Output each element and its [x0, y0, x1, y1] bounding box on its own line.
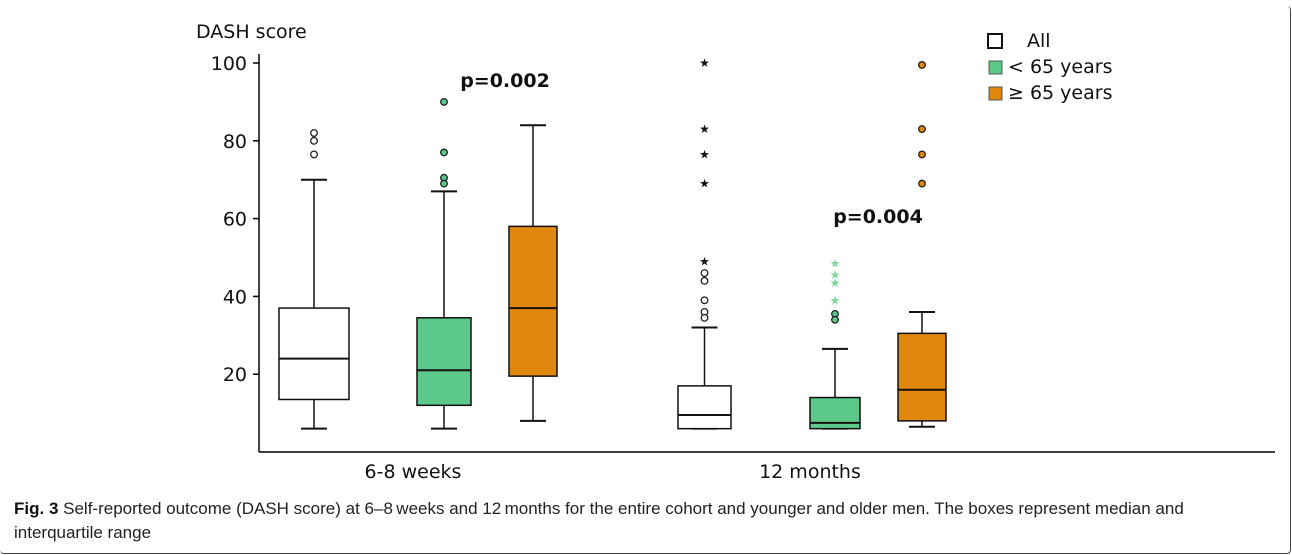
outlier-circle — [440, 148, 448, 157]
iqr-box — [278, 307, 350, 401]
legend-entry: < 65 years — [988, 56, 1112, 78]
y-tick-label: 40 — [223, 286, 247, 308]
iqr-box — [508, 225, 558, 377]
outlier-circle — [700, 313, 709, 322]
outlier-star: ★ — [830, 293, 841, 307]
legend: All < 65 years ≥ 65 years — [987, 30, 1112, 104]
outlier-circle — [918, 60, 926, 69]
outlier-circle — [310, 136, 318, 145]
box-months-young: ★★★★ — [809, 256, 861, 430]
legend-swatch — [988, 86, 1003, 101]
outlier-circle — [831, 315, 839, 324]
y-axis-label: DASH score — [196, 21, 307, 43]
p-value-annotation: p=0.004 — [833, 206, 923, 228]
outlier-star: ★ — [699, 147, 710, 161]
legend-label: < 65 years — [1008, 56, 1112, 78]
box-weeks-all — [278, 129, 350, 430]
figure-frame — [0, 6, 1291, 554]
box-months-all: ★ ★ ★ ★ ★ — [677, 56, 732, 430]
outlier-circle — [918, 150, 926, 159]
outlier-star: ★ — [699, 177, 710, 191]
iqr-box — [897, 332, 947, 422]
caption-text: Self-reported outcome (DASH score) at 6–… — [14, 499, 1184, 542]
figure-caption: Fig. 3 Self-reported outcome (DASH score… — [14, 497, 1276, 545]
outlier-circle — [918, 179, 926, 188]
outlier-circle — [310, 150, 318, 159]
outlier-star: ★ — [830, 276, 841, 290]
outlier-star: ★ — [830, 268, 841, 282]
x-category-label: 12 months — [759, 461, 861, 483]
box-weeks-old — [508, 124, 558, 422]
annotations: p=0.002 p=0.004 — [460, 70, 923, 228]
outlier-star: ★ — [830, 256, 841, 270]
iqr-box — [809, 396, 861, 430]
outlier-circle — [440, 179, 448, 188]
caption-label: Fig. 3 — [14, 499, 59, 518]
legend-label: ≥ 65 years — [1008, 82, 1112, 104]
outlier-star: ★ — [699, 254, 710, 268]
axes: 20 40 60 80 100 6-8 weeks 12 months — [211, 53, 1275, 483]
p-value-annotation: p=0.002 — [460, 70, 550, 92]
iqr-box — [416, 317, 472, 407]
y-tick-label: 100 — [211, 53, 247, 75]
outlier-circle — [700, 296, 709, 305]
legend-label: All — [1027, 30, 1051, 52]
legend-swatch — [987, 33, 1003, 49]
outlier-circle — [918, 125, 926, 134]
outlier-circle — [700, 276, 709, 285]
boxes: ★★★★★ ★★★★ — [278, 56, 947, 430]
outlier-star: ★ — [699, 56, 710, 70]
outlier-circle — [440, 97, 448, 106]
box-months-old — [897, 60, 947, 428]
legend-entry: ≥ 65 years — [988, 82, 1112, 104]
y-tick-label: 80 — [223, 131, 247, 153]
x-category-label: 6-8 weeks — [365, 461, 462, 483]
outlier-circle — [700, 269, 709, 278]
y-tick-label: 60 — [223, 209, 247, 231]
iqr-box — [677, 385, 732, 430]
legend-entry: All — [987, 30, 1051, 52]
boxplot-chart: DASH score 20 40 60 80 100 6-8 weeks 12 months… — [196, 21, 1275, 483]
legend-swatch — [988, 60, 1003, 75]
outlier-circle — [310, 129, 318, 137]
box-weeks-young — [416, 97, 472, 430]
outlier-star: ★ — [699, 122, 710, 136]
y-tick-label: 20 — [223, 364, 247, 386]
